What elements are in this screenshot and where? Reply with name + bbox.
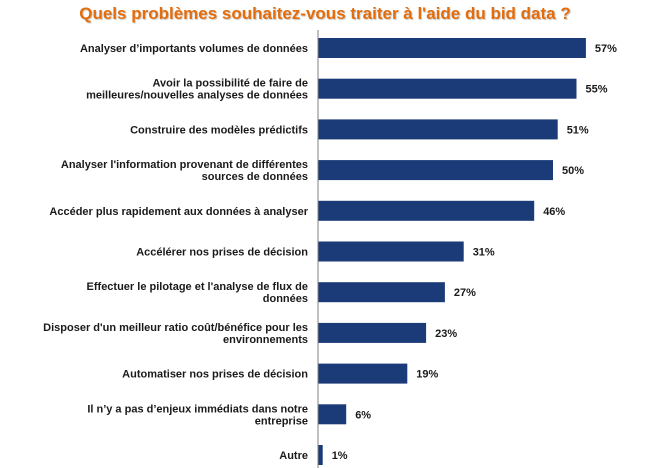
value-label-6: 31% bbox=[473, 247, 495, 259]
bar-2 bbox=[318, 78, 577, 99]
category-label-line: Accéder plus rapidement aux données à an… bbox=[49, 206, 308, 218]
bar-10 bbox=[318, 404, 347, 425]
category-label-6: Accélérer nos prises de décision bbox=[136, 247, 308, 259]
category-label-2: Avoir la possibilité de faire de meilleur… bbox=[86, 78, 308, 102]
bar-4 bbox=[318, 160, 553, 181]
category-label-line: Construire des modèles prédictifs bbox=[130, 124, 308, 136]
bar-8 bbox=[318, 322, 427, 343]
category-label-line: entreprise bbox=[255, 415, 308, 427]
category-label-9: Automatiser nos prises de décision bbox=[122, 369, 308, 381]
category-label-line: Analyser d’importants volumes de données bbox=[80, 43, 308, 55]
category-label-line: Il n’y a pas d’enjeux immédiats dans not… bbox=[87, 403, 308, 415]
category-label-line: Automatiser nos prises de décision bbox=[122, 369, 308, 381]
category-label-line: Autre bbox=[279, 450, 308, 462]
value-label-7: 27% bbox=[454, 287, 476, 299]
category-label-line: sources de données bbox=[202, 171, 308, 183]
category-label-3: Construire des modèles prédictifs bbox=[130, 124, 308, 136]
bar-5 bbox=[318, 200, 535, 221]
category-label-line: Effectuer le pilotage et l'analyse de fl… bbox=[87, 281, 308, 293]
category-label-line: Avoir la possibilité de faire de bbox=[153, 78, 308, 90]
category-label-7: Effectuer le pilotage et l'analyse de fl… bbox=[87, 281, 308, 305]
value-label-9: 19% bbox=[416, 369, 438, 381]
value-label-5: 46% bbox=[543, 206, 565, 218]
bar-11 bbox=[318, 445, 323, 465]
value-label-8: 23% bbox=[435, 328, 457, 340]
bar-1 bbox=[318, 38, 586, 58]
value-label-2: 55% bbox=[586, 84, 608, 96]
category-label-line: Analyser l'information provenant de diff… bbox=[61, 159, 308, 171]
category-label-line: environnements bbox=[223, 334, 308, 346]
category-label-line: Disposer d'un meilleur ratio coût/bénéfi… bbox=[43, 322, 308, 334]
category-label-line: Accélérer nos prises de décision bbox=[136, 247, 308, 259]
value-label-11: 1% bbox=[332, 450, 348, 462]
bar-7 bbox=[318, 282, 445, 303]
category-label-4: Analyser l'information provenant de diff… bbox=[61, 159, 308, 183]
value-label-1: 57% bbox=[595, 43, 617, 55]
bar-9 bbox=[318, 363, 408, 384]
category-label-5: Accéder plus rapidement aux données à an… bbox=[49, 206, 308, 218]
category-label-line: meilleures/nouvelles analyses de données bbox=[86, 90, 308, 102]
value-label-4: 50% bbox=[562, 165, 584, 177]
category-label-line: données bbox=[263, 293, 308, 305]
category-label-11: Autre bbox=[279, 450, 308, 462]
category-label-1: Analyser d’importants volumes de données bbox=[80, 43, 308, 55]
value-label-3: 51% bbox=[567, 124, 589, 136]
category-label-10: Il n’y a pas d’enjeux immédiats dans not… bbox=[87, 403, 308, 427]
value-label-10: 6% bbox=[355, 409, 371, 421]
bars-layer: 57% Analyser d’importants volumes de donn… bbox=[43, 38, 617, 465]
bar-6 bbox=[318, 241, 464, 262]
category-label-8: Disposer d'un meilleur ratio coût/bénéfi… bbox=[43, 322, 308, 346]
bar-3 bbox=[318, 119, 558, 140]
chart-title: Quels problèmes souhaitez-vous traiter à… bbox=[79, 4, 571, 23]
